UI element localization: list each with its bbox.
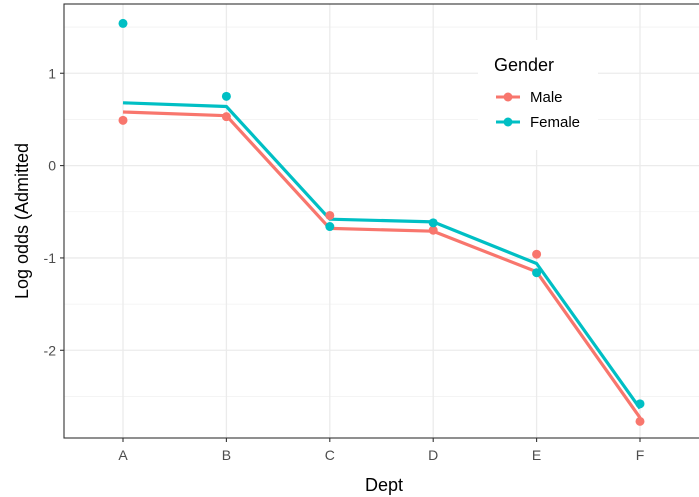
x-tick-label: D [428, 447, 438, 463]
point-female-d [428, 218, 438, 228]
x-tick-label: A [118, 447, 128, 463]
point-male-d [428, 225, 438, 235]
legend-entry-male: Male [496, 89, 563, 106]
y-tick-label: 0 [48, 158, 56, 174]
point-female-a [118, 18, 128, 28]
legend-label: Male [530, 89, 563, 106]
point-female-b [221, 91, 231, 101]
x-tick-label: F [636, 447, 645, 463]
y-tick-label: 1 [48, 65, 56, 81]
data-points [118, 18, 645, 426]
fitted-lines [122, 101, 642, 419]
fitted-line-female [122, 101, 642, 410]
x-tick-label: E [532, 447, 541, 463]
x-axis-title: Dept [365, 475, 403, 495]
legend-entry-female: Female [496, 114, 580, 131]
legend: Gender Male Female [478, 40, 598, 150]
x-tick-label: B [222, 447, 231, 463]
point-male-b [221, 112, 231, 122]
point-female-e [532, 268, 542, 278]
legend-background [478, 40, 598, 150]
x-tick-label: C [325, 447, 335, 463]
legend-key-point [503, 117, 513, 127]
point-male-e [532, 249, 542, 259]
legend-label: Female [530, 114, 580, 131]
point-male-f [635, 416, 645, 426]
point-male-a [118, 115, 128, 125]
x-axis: A B C D E F [118, 438, 644, 463]
y-axis-title: Log odds (Admitted [12, 143, 32, 299]
point-female-c [325, 222, 335, 232]
y-tick-label: -1 [44, 250, 57, 266]
legend-title: Gender [494, 55, 554, 75]
point-female-f [635, 399, 645, 409]
plot-panel-border [63, 3, 699, 439]
y-axis: -2 -1 0 1 [44, 65, 64, 358]
legend-key-point [503, 92, 513, 102]
point-male-c [325, 210, 335, 220]
fitted-line-male [122, 110, 642, 419]
y-tick-label: -2 [44, 342, 57, 358]
